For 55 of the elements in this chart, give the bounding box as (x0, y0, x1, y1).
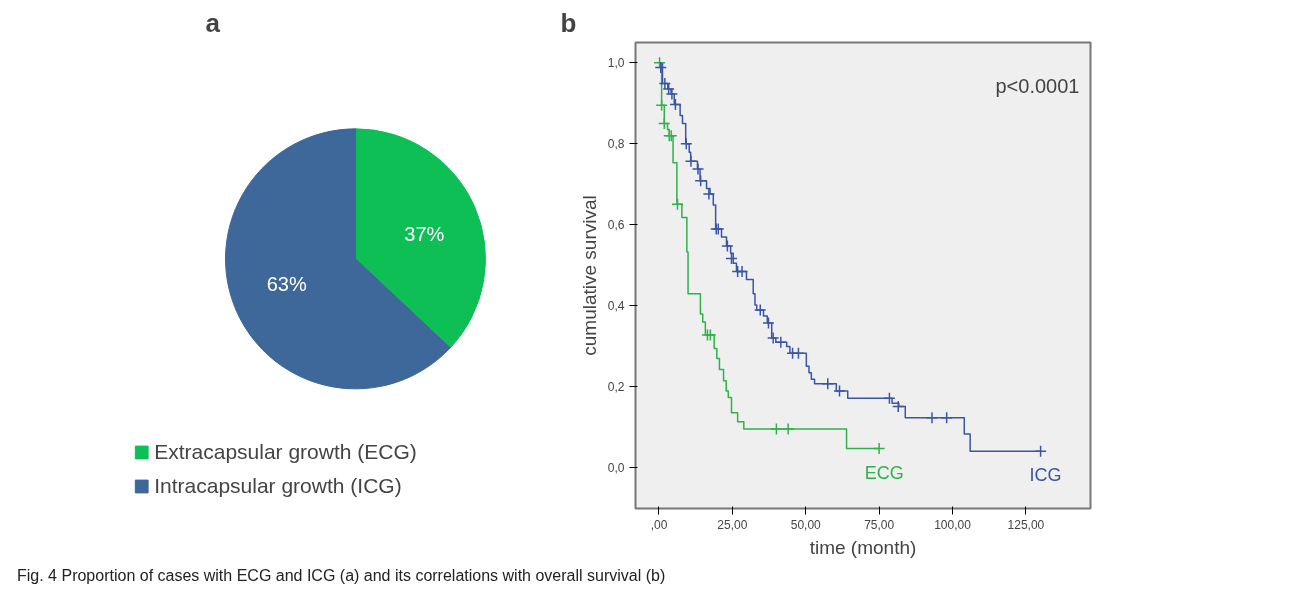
point (891, 400, 905, 413)
y-tick-label: 1,0 (607, 56, 625, 71)
y-axis-title: cumulative survival (578, 195, 600, 356)
x-tick-label: ,00 (650, 517, 668, 532)
legend-label: Intracapsular growth (ICG) (154, 474, 402, 498)
point (774, 336, 788, 349)
point (658, 77, 672, 90)
point (940, 411, 953, 424)
y-tick-label: 0,6 (607, 218, 625, 233)
legend-label: Extracapsular growth (ECG) (154, 440, 417, 464)
data-label: 63% (266, 272, 307, 295)
point (653, 56, 666, 70)
chart-title: b (560, 7, 577, 38)
point (721, 239, 734, 253)
point (669, 98, 682, 111)
point (671, 197, 684, 211)
point (735, 265, 749, 278)
point (925, 411, 939, 424)
point (770, 422, 783, 436)
point (754, 303, 767, 317)
y-tick-label: 0,8 (607, 137, 625, 152)
caption: Fig. 4 Proportion of cases with ECG and ICG (a) and its correlations with overall survival (b) (17, 566, 666, 586)
point (821, 377, 835, 390)
point (684, 154, 698, 168)
point (680, 137, 693, 151)
x-axis-title: time (month) (809, 536, 917, 558)
data-label: 37% (404, 223, 445, 246)
x-tick-label: 125,00 (1007, 517, 1045, 532)
x-tick-label: 25,00 (717, 517, 748, 532)
point (655, 99, 668, 112)
point (762, 316, 775, 330)
point (702, 187, 716, 201)
point (662, 82, 675, 96)
point (872, 442, 886, 455)
series-label: ICG (1029, 465, 1062, 486)
y-tick-label: 0,4 (607, 299, 625, 314)
point (665, 87, 679, 101)
point (781, 422, 795, 436)
x-tick-label: 75,00 (864, 517, 895, 532)
chart-title: a (205, 7, 221, 38)
point (1034, 445, 1047, 458)
point (883, 392, 896, 405)
series-label: ECG (864, 462, 904, 483)
point (658, 117, 671, 130)
x-tick-label: 50,00 (790, 517, 822, 532)
point (654, 61, 667, 74)
point (694, 174, 707, 187)
point (766, 331, 780, 345)
point (833, 384, 846, 398)
point (792, 347, 805, 360)
x-tick-label: 100,00 (934, 517, 972, 532)
point (691, 162, 705, 176)
y-tick-label: 0,2 (607, 380, 625, 395)
y-tick-label: 0,0 (607, 461, 625, 476)
annotation: p<0.0001 (995, 74, 1080, 97)
